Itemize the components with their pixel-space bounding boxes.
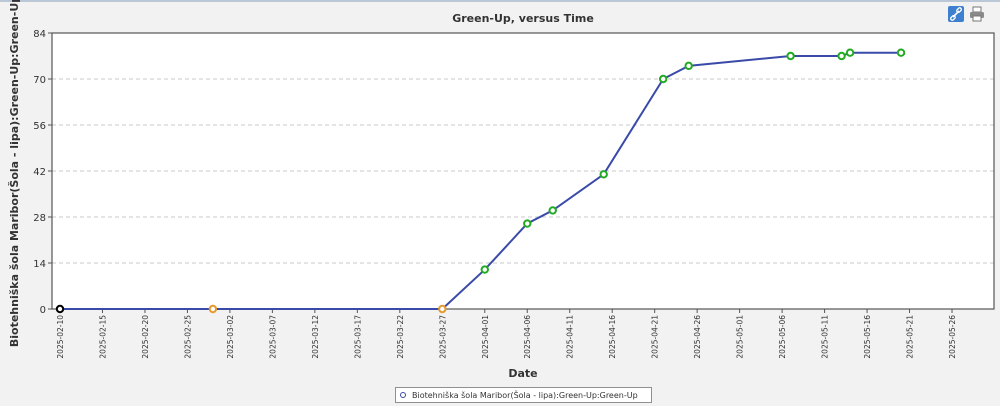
x-tick-label: 2025-04-26 <box>693 315 702 359</box>
data-point[interactable] <box>208 304 218 314</box>
x-tick-label: 2025-02-20 <box>141 315 150 359</box>
x-tick-label: 2025-03-22 <box>396 315 405 359</box>
data-point[interactable] <box>684 61 693 71</box>
x-tick-label: 2025-03-07 <box>268 315 277 359</box>
x-tick-label: 2025-04-21 <box>651 315 660 359</box>
data-point[interactable] <box>548 206 557 215</box>
legend-label: Biotehniška šola Maribor(Šola - lipa):Gr… <box>412 390 638 400</box>
x-tick-label: 2025-05-16 <box>863 315 872 359</box>
y-axis-label: Biotehniška šola Maribor(Šola - lipa):Gr… <box>8 0 21 347</box>
x-tick-label: 2025-04-16 <box>608 315 617 359</box>
data-point[interactable] <box>837 51 846 61</box>
data-point[interactable] <box>55 304 65 314</box>
x-tick-label: 2025-03-27 <box>438 315 447 359</box>
x-tick-label: 2025-02-25 <box>183 315 192 359</box>
data-point[interactable] <box>438 304 447 314</box>
data-point[interactable] <box>786 51 795 61</box>
x-tick-label: 2025-05-11 <box>821 315 830 359</box>
x-tick-label: 2025-03-12 <box>311 315 320 359</box>
data-point[interactable] <box>599 170 608 179</box>
grid-lines <box>52 78 994 264</box>
y-tick-label: 28 <box>33 213 46 224</box>
legend: Biotehniška šola Maribor(Šola - lipa):Gr… <box>395 387 652 403</box>
x-tick-label: 2025-03-17 <box>353 315 362 359</box>
x-axis-ticks: 2025-02-10 2025-02-15 2025-02-20 2025-02-25… <box>56 309 957 359</box>
x-tick-label: 2025-05-01 <box>736 315 745 359</box>
print-button[interactable] <box>969 6 985 22</box>
x-tick-label: 2025-02-10 <box>56 315 65 359</box>
x-tick-label: 2025-04-11 <box>566 315 575 359</box>
x-tick-label: 2025-03-02 <box>226 315 235 359</box>
y-tick-label: 14 <box>33 259 46 270</box>
y-tick-label: 56 <box>33 121 46 132</box>
x-tick-label: 2025-04-06 <box>523 315 532 359</box>
x-tick-label: 2025-05-06 <box>778 315 787 359</box>
top-rule <box>0 0 1000 2</box>
legend-marker <box>400 392 406 398</box>
x-axis-label: Date <box>508 367 537 380</box>
x-tick-label: 2025-05-21 <box>906 315 915 359</box>
x-tick-label: 2025-05-26 <box>948 315 957 359</box>
y-tick-label: 0 <box>40 305 46 316</box>
y-tick-label: 84 <box>33 29 46 40</box>
y-tick-label: 42 <box>33 167 46 178</box>
x-tick-label: 2025-02-15 <box>98 315 107 359</box>
link-icon <box>948 6 964 22</box>
data-point[interactable] <box>658 74 668 84</box>
link-button[interactable] <box>948 6 964 22</box>
x-tick-label: 2025-04-01 <box>481 315 490 359</box>
series-layer <box>55 48 906 314</box>
printer-icon <box>970 6 984 22</box>
y-axis-ticks: 0 14 28 42 56 70 84 <box>33 29 52 316</box>
y-tick-label: 70 <box>33 75 46 86</box>
chart-title: Green-Up, versus Time <box>452 12 594 25</box>
data-point[interactable] <box>845 48 855 57</box>
data-point[interactable] <box>523 219 532 228</box>
data-point[interactable] <box>480 265 489 274</box>
data-point[interactable] <box>896 48 906 57</box>
